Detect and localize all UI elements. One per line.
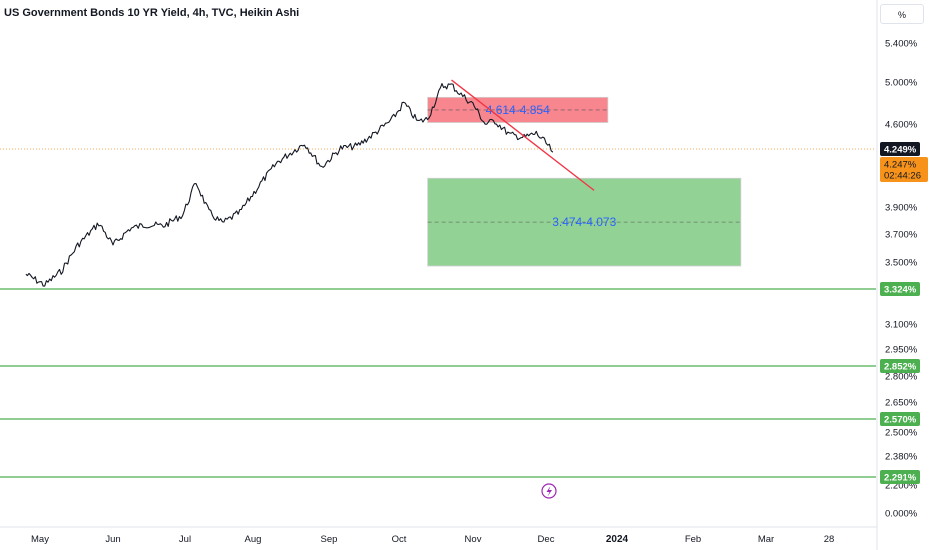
y-tick-label: 2.650%	[885, 398, 918, 409]
y-tick-label: 0.000%	[885, 509, 918, 520]
level-tag: 2.852%	[884, 362, 917, 373]
level-tag: 2.570%	[884, 415, 917, 426]
last-price-tag: 4.247%	[884, 160, 917, 171]
level-tag-bg	[880, 412, 920, 426]
level-tag-bg	[880, 359, 920, 373]
x-tick-label: Nov	[465, 534, 482, 545]
y-tick-label: 5.000%	[885, 78, 918, 89]
countdown-tag: 02:44:26	[884, 171, 921, 182]
y-tick-label: 4.600%	[885, 120, 918, 131]
y-tick-label: 2.950%	[885, 345, 918, 356]
y-tick-label: 3.100%	[885, 320, 918, 331]
chart-title: US Government Bonds 10 YR Yield, 4h, TVC…	[4, 7, 300, 19]
zone-label-1: 4.614-4.854	[486, 103, 550, 117]
level-tag: 3.324%	[884, 285, 917, 296]
x-tick-label: 28	[824, 534, 835, 545]
last-price-tag-bg	[880, 157, 928, 182]
x-tick-label: Dec	[538, 534, 555, 545]
y-tick-label: 2.500%	[885, 428, 918, 439]
y-tick-label: 5.400%	[885, 39, 918, 50]
x-tick-label: Mar	[758, 534, 774, 545]
x-tick-label: May	[31, 534, 49, 545]
y-tick-label: 3.700%	[885, 230, 918, 241]
y-tick-label: 2.200%	[885, 481, 918, 492]
level-tag: 2.291%	[884, 473, 917, 484]
current-price-tag: 4.249%	[884, 145, 917, 156]
y-tick-label: 3.900%	[885, 203, 918, 214]
price-axis	[877, 0, 932, 550]
unit-toggle-button[interactable]: %	[880, 4, 924, 24]
level-tag-bg	[880, 470, 920, 484]
x-tick-label: Feb	[685, 534, 701, 545]
current-price-tag-bg	[880, 142, 920, 156]
y-tick-label: 3.500%	[885, 258, 918, 269]
x-tick-label: Jul	[179, 534, 191, 545]
x-tick-label: Aug	[245, 534, 262, 545]
y-tick-label: 2.380%	[885, 452, 918, 463]
downtrend-line	[451, 79, 595, 191]
x-tick-label: 2024	[606, 534, 629, 545]
x-tick-label: Sep	[321, 534, 338, 545]
zone-label-2: 3.474-4.073	[552, 215, 616, 229]
price-series-line	[25, 83, 554, 287]
y-tick-label: 2.800%	[885, 372, 918, 383]
level-tag-bg	[880, 282, 920, 296]
x-tick-label: Jun	[105, 534, 120, 545]
x-tick-label: Oct	[392, 534, 407, 545]
lightning-glyph	[546, 486, 552, 497]
